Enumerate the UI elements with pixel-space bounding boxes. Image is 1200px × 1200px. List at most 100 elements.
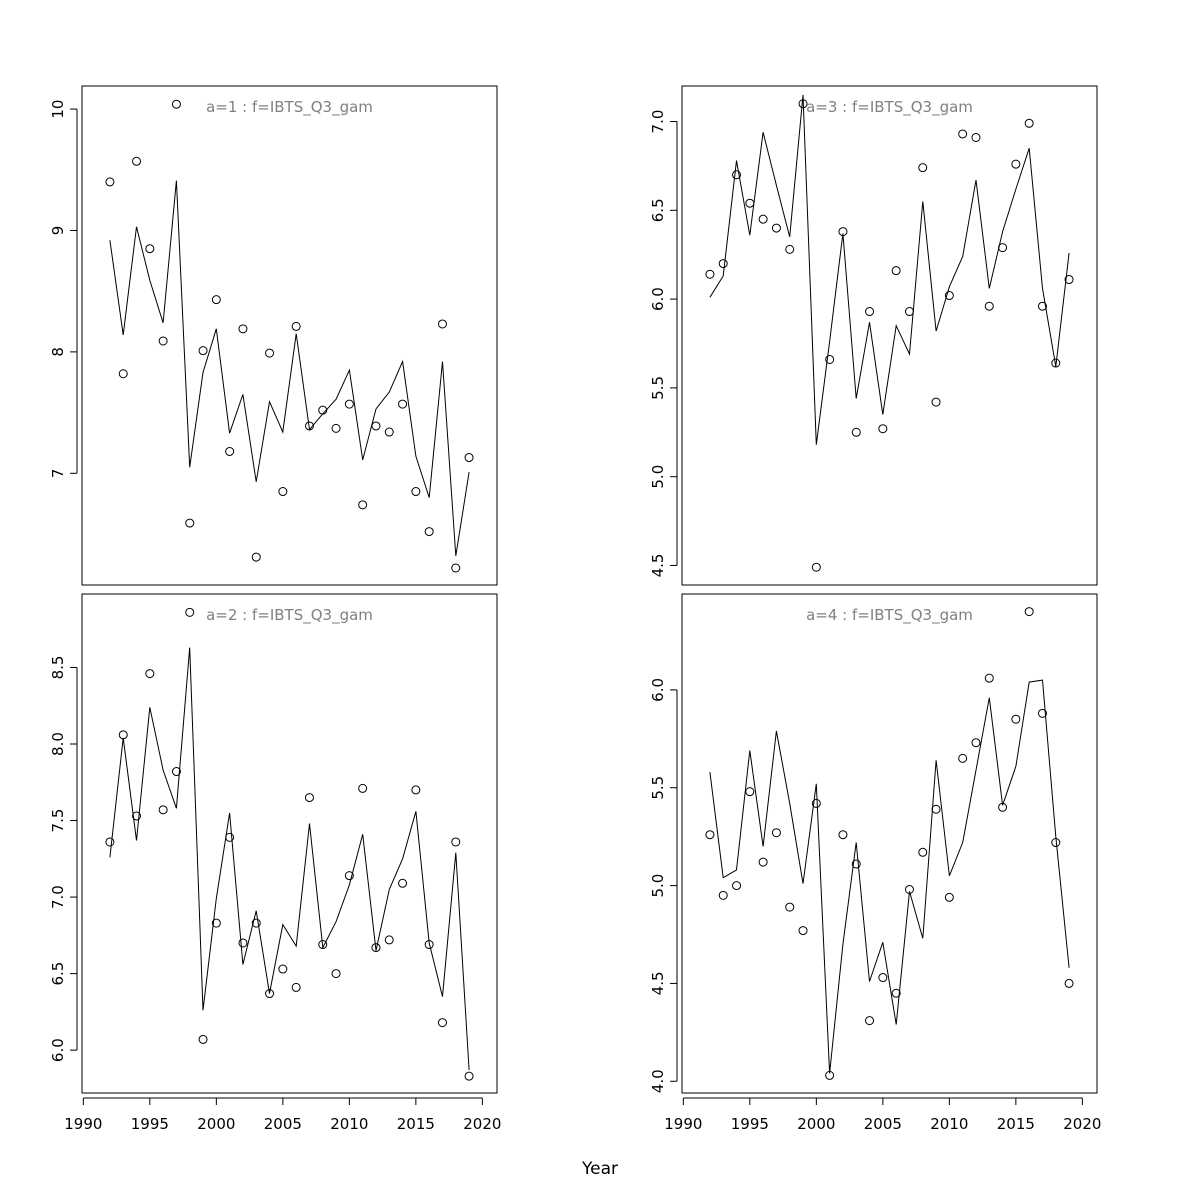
observed-point bbox=[984, 673, 994, 683]
observed-point bbox=[411, 785, 421, 795]
x-tick-label: 2000 bbox=[197, 1115, 235, 1133]
observed-point bbox=[171, 767, 181, 777]
x-tick-label: 2010 bbox=[930, 1115, 968, 1133]
observed-point bbox=[105, 177, 115, 187]
observed-point bbox=[358, 783, 368, 793]
fitted-line bbox=[109, 647, 470, 1071]
observed-point bbox=[984, 301, 994, 311]
y-tick-label: 5.5 bbox=[649, 776, 667, 800]
observed-point bbox=[384, 427, 394, 437]
plot-frame bbox=[681, 593, 1098, 1094]
observed-point bbox=[278, 487, 288, 497]
observed-point bbox=[331, 969, 341, 979]
y-tick-label: 5.0 bbox=[649, 465, 667, 489]
observed-point bbox=[865, 1016, 875, 1026]
observed-point bbox=[437, 1018, 447, 1028]
observed-point bbox=[1011, 159, 1021, 169]
observed-point bbox=[304, 793, 314, 803]
observed-point bbox=[798, 926, 808, 936]
observed-point bbox=[211, 918, 221, 928]
observed-point bbox=[918, 847, 928, 857]
observed-point bbox=[464, 453, 474, 463]
observed-point bbox=[931, 397, 941, 407]
observed-point bbox=[158, 805, 168, 815]
observed-point bbox=[304, 421, 314, 431]
panel-bottom-right: a=4 : f=IBTS_Q3_gam 4.0 4.5 5.0 5.5 6.0 1990 19… bbox=[649, 593, 1101, 1133]
observed-point bbox=[411, 487, 421, 497]
y-tick-label: 9 bbox=[49, 226, 67, 236]
observed-point bbox=[344, 871, 354, 881]
observed-point bbox=[718, 259, 728, 269]
y-tick-label: 8 bbox=[49, 347, 67, 357]
x-tick-label: 1990 bbox=[664, 1115, 702, 1133]
observed-point bbox=[1051, 358, 1061, 368]
observed-point bbox=[171, 99, 181, 109]
observed-point bbox=[318, 940, 328, 950]
plot-frame bbox=[81, 593, 498, 1094]
observed-point bbox=[931, 804, 941, 814]
panel-bottom-left: a=2 : f=IBTS_Q3_gam 6.0 6.5 7.0 7.5 8.0 8.5 199… bbox=[49, 593, 501, 1133]
observed-point bbox=[211, 295, 221, 305]
y-tick-label: 4.5 bbox=[649, 971, 667, 995]
observed-point bbox=[771, 223, 781, 233]
observed-point bbox=[145, 244, 155, 254]
observed-point bbox=[998, 243, 1008, 253]
observed-point bbox=[785, 902, 795, 912]
observed-point bbox=[132, 811, 142, 821]
y-tick-label: 7 bbox=[49, 469, 67, 479]
observed-point bbox=[158, 336, 168, 346]
observed-point bbox=[331, 423, 341, 433]
observed-point bbox=[132, 156, 142, 166]
observed-point bbox=[904, 307, 914, 317]
observed-point bbox=[878, 973, 888, 983]
observed-point bbox=[705, 830, 715, 840]
observed-point bbox=[265, 348, 275, 358]
plot-frame bbox=[681, 85, 1098, 586]
observed-point bbox=[1064, 978, 1074, 988]
observed-point bbox=[944, 892, 954, 902]
observed-point bbox=[904, 884, 914, 894]
observed-point bbox=[891, 988, 901, 998]
observed-point bbox=[958, 753, 968, 763]
observed-point bbox=[851, 427, 861, 437]
observed-point bbox=[1037, 301, 1047, 311]
observed-point bbox=[118, 369, 128, 379]
y-tick-label: 6.5 bbox=[49, 962, 67, 986]
observed-point bbox=[865, 307, 875, 317]
observed-point bbox=[718, 890, 728, 900]
panel-top-left: a=1 : f=IBTS_Q3_gam 7 8 9 10 bbox=[49, 85, 498, 586]
y-tick-label: 8.0 bbox=[49, 732, 67, 756]
observed-point bbox=[1037, 708, 1047, 718]
observed-point bbox=[437, 319, 447, 329]
x-tick-label: 1995 bbox=[731, 1115, 769, 1133]
observed-point bbox=[1011, 714, 1021, 724]
y-tick-label: 6.5 bbox=[649, 198, 667, 222]
y-tick-label: 7.0 bbox=[49, 885, 67, 909]
observed-point bbox=[291, 982, 301, 992]
panel-title: a=1 : f=IBTS_Q3_gam bbox=[206, 98, 373, 117]
observed-point bbox=[825, 1070, 835, 1080]
observed-point bbox=[918, 163, 928, 173]
observed-point bbox=[118, 730, 128, 740]
x-tick-label: 2015 bbox=[397, 1115, 435, 1133]
observed-point bbox=[971, 132, 981, 142]
y-tick-label: 8.5 bbox=[49, 656, 67, 680]
observed-point bbox=[1024, 607, 1034, 617]
observed-point bbox=[105, 837, 115, 847]
y-tick-label: 7.0 bbox=[649, 110, 667, 134]
observed-point bbox=[798, 99, 808, 109]
y-tick-label: 4.0 bbox=[649, 1069, 667, 1093]
observed-point bbox=[998, 802, 1008, 812]
observed-point bbox=[198, 346, 208, 356]
observed-point bbox=[758, 214, 768, 224]
observed-point bbox=[198, 1034, 208, 1044]
observed-point bbox=[1064, 275, 1074, 285]
observed-point bbox=[318, 405, 328, 415]
x-tick-label: 1990 bbox=[64, 1115, 102, 1133]
observed-point bbox=[225, 832, 235, 842]
observed-point bbox=[398, 878, 408, 888]
observed-point bbox=[278, 964, 288, 974]
observed-point bbox=[705, 269, 715, 279]
observed-point bbox=[785, 244, 795, 254]
